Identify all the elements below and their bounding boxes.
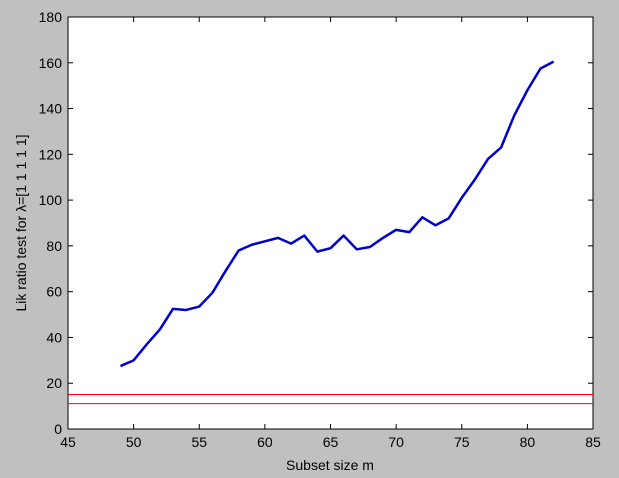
y-tick-label: 140: [39, 101, 63, 117]
x-tick-label: 65: [323, 434, 339, 450]
y-tick-label: 40: [46, 329, 62, 345]
x-axis-label: Subset size m: [286, 457, 374, 473]
x-tick-label: 70: [388, 434, 404, 450]
y-tick-label: 180: [39, 9, 63, 25]
y-tick-label: 160: [39, 55, 63, 71]
x-tick-label: 50: [126, 434, 142, 450]
x-tick-label: 55: [191, 434, 207, 450]
x-tick-label: 85: [585, 434, 601, 450]
y-axis-label: Lik ratio test for λ=[1 1 1 1 1]: [13, 134, 29, 311]
x-tick-label: 45: [60, 434, 76, 450]
y-tick-label: 0: [54, 421, 62, 437]
y-tick-label: 100: [39, 192, 63, 208]
y-tick-label: 120: [39, 146, 63, 162]
y-tick-label: 80: [46, 238, 62, 254]
data-line: [120, 60, 555, 368]
x-tick-label: 60: [257, 434, 273, 450]
y-tick-label: 20: [46, 375, 62, 391]
plot-area: [67, 16, 594, 430]
x-tick-label: 80: [520, 434, 536, 450]
x-tick-label: 75: [454, 434, 470, 450]
y-tick-label: 60: [46, 284, 62, 300]
